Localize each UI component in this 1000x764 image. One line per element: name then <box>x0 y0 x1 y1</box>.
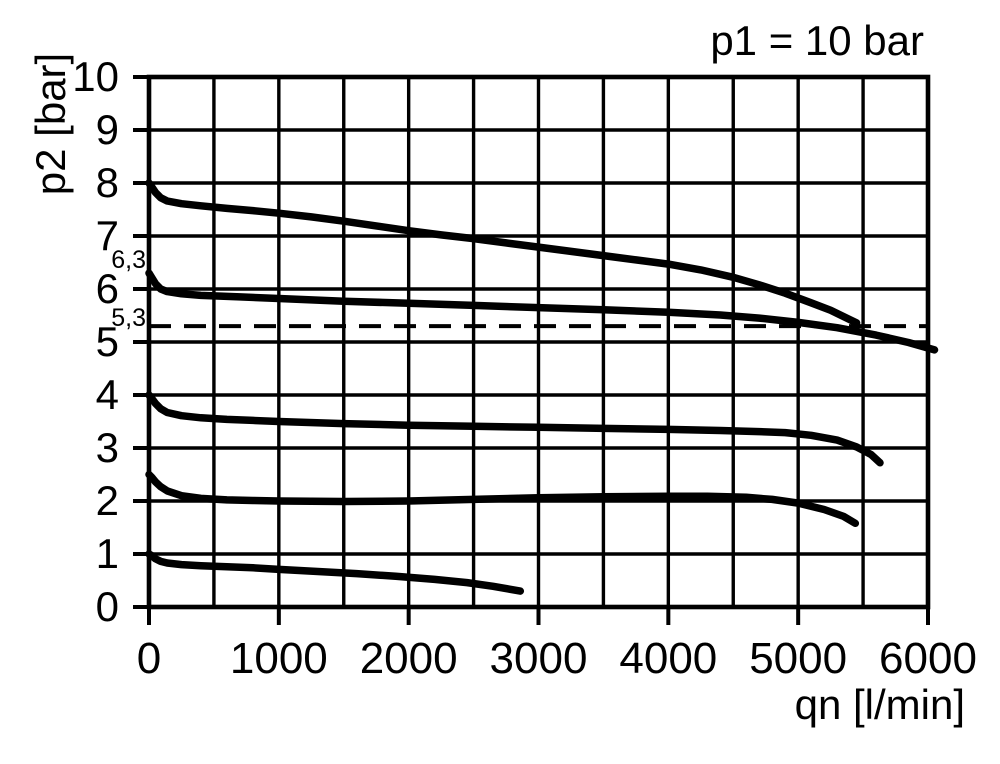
y-tick-label: 5 <box>95 318 119 365</box>
x-tick-label: 5000 <box>749 634 848 683</box>
x-tick-label: 6000 <box>879 634 977 683</box>
x-tick-label: 4000 <box>619 634 718 683</box>
flow-curve-4-bar <box>145 391 884 467</box>
y-tick-label: 8 <box>95 159 119 206</box>
flow-curve-1-bar <box>145 550 525 595</box>
x-tick-label: 2000 <box>359 634 458 683</box>
flow-curve-6-3-bar <box>145 269 939 354</box>
x-tick-label: 0 <box>136 634 162 683</box>
y-tick-label: 10 <box>72 53 119 100</box>
y-tick-label: 7 <box>95 212 119 259</box>
y-tick-label: 4 <box>95 371 119 418</box>
y-tick-label: 6 <box>95 265 119 312</box>
y-tick-label: 2 <box>95 477 119 524</box>
y-tick-label: 1 <box>95 530 119 577</box>
x-tick-label: 1000 <box>229 634 328 683</box>
chart-title: p1 = 10 bar <box>710 17 924 64</box>
y-tick-label: 0 <box>95 583 119 630</box>
y-tick-label: 3 <box>95 424 119 471</box>
x-tick-label: 3000 <box>489 634 588 683</box>
y-tick-label: 9 <box>95 106 119 153</box>
reference-line-label-5-3: 5,3 <box>111 304 146 332</box>
flow-curve-2-5-bar <box>145 470 860 528</box>
curve-setpoint-label-6-3: 6,3 <box>111 246 146 274</box>
x-axis-title: qn [l/min] <box>794 681 965 728</box>
flow-curve-8-bar <box>145 179 861 327</box>
